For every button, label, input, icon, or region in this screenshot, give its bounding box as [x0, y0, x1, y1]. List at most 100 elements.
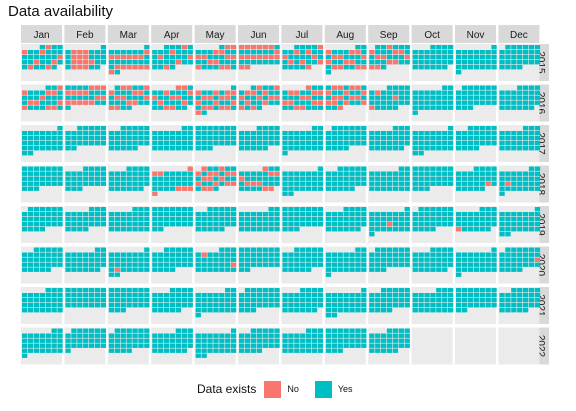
day-tile-2022-jan-7 — [45, 333, 51, 338]
day-tile-2016-feb-26 — [89, 100, 95, 105]
day-tile-2015-mar-23 — [108, 65, 115, 70]
day-tile-2021-sep-23 — [386, 303, 393, 308]
day-tile-2016-apr-4 — [152, 90, 158, 95]
day-tile-2019-mar-5 — [114, 212, 120, 217]
day-tile-2018-aug-13 — [325, 176, 332, 181]
day-tile-2015-jul-4 — [311, 45, 318, 50]
day-tile-2021-jul-7 — [294, 293, 300, 298]
day-tile-2021-mar-14 — [144, 293, 150, 298]
day-tile-2017-jul-25 — [288, 146, 294, 151]
day-tile-2016-jan-6 — [33, 90, 40, 95]
day-tile-2020-aug-1 — [355, 247, 361, 252]
day-tile-2020-oct-24 — [442, 262, 448, 267]
day-tile-2021-jun-23 — [250, 303, 257, 308]
day-tile-2021-may-21 — [219, 303, 225, 308]
day-tile-2022-sep-8 — [386, 333, 393, 338]
day-tile-2016-jun-8 — [250, 90, 257, 95]
day-tile-2015-oct-15 — [430, 55, 436, 60]
day-tile-2016-dec-12 — [499, 95, 505, 100]
day-tile-2022-feb-7 — [65, 333, 71, 338]
day-tile-2015-mar-1 — [144, 45, 150, 50]
day-tile-2021-jul-16 — [306, 298, 312, 303]
day-tile-2021-feb-15 — [65, 298, 71, 303]
day-tile-2016-nov-6 — [491, 85, 497, 90]
day-tile-2022-feb-4 — [89, 328, 95, 333]
day-tile-2018-mar-2 — [132, 166, 138, 171]
day-tile-2018-jan-10 — [33, 171, 40, 176]
day-tile-2021-mar-16 — [114, 298, 120, 303]
day-tile-2022-apr-13 — [164, 338, 170, 343]
day-tile-2021-sep-5 — [404, 288, 410, 293]
day-tile-2021-dec-21 — [505, 303, 511, 308]
day-tile-2021-may-30 — [231, 308, 237, 313]
day-tile-2017-sep-16 — [398, 136, 404, 141]
day-tile-2016-jan-26 — [27, 105, 34, 110]
day-tile-2015-aug-30 — [361, 65, 367, 70]
day-tile-2021-jul-22 — [300, 303, 306, 308]
day-tile-2021-sep-25 — [398, 303, 404, 308]
day-tile-2020-mar-6 — [132, 252, 138, 257]
day-tile-2019-jan-13 — [57, 212, 63, 217]
day-tile-2015-feb-23 — [65, 65, 71, 70]
day-tile-2015-feb-4 — [77, 50, 83, 55]
day-tile-2016-jan-17 — [57, 95, 63, 100]
day-tile-2016-jul-6 — [294, 90, 300, 95]
day-tile-2017-aug-7 — [325, 131, 332, 136]
day-tile-2016-apr-9 — [181, 90, 187, 95]
panel-2022-nov — [455, 327, 496, 365]
day-tile-2016-dec-16 — [523, 95, 529, 100]
day-tile-2020-feb-25 — [71, 267, 77, 272]
day-tile-2015-mar-15 — [144, 55, 150, 60]
day-tile-2022-feb-5 — [94, 328, 101, 333]
day-tile-2018-jun-29 — [262, 186, 268, 191]
day-tile-2017-nov-23 — [473, 141, 479, 146]
day-tile-2018-mar-19 — [108, 181, 115, 186]
day-tile-2016-jul-25 — [282, 105, 288, 110]
day-tile-2016-nov-16 — [467, 95, 474, 100]
day-tile-2022-may-31 — [201, 353, 207, 358]
day-tile-2022-jun-30 — [256, 348, 262, 353]
day-tile-2015-oct-19 — [412, 60, 418, 65]
day-tile-2018-mar-26 — [108, 186, 115, 191]
day-tile-2015-sep-25 — [392, 60, 399, 65]
day-tile-2017-apr-21 — [175, 141, 182, 146]
day-tile-2019-dec-12 — [517, 217, 523, 222]
day-tile-2021-apr-5 — [152, 293, 158, 298]
day-tile-2020-apr-9 — [169, 252, 176, 257]
day-tile-2020-jan-19 — [57, 257, 63, 262]
month-strip-apr — [151, 25, 193, 43]
day-tile-2021-apr-17 — [181, 298, 187, 303]
day-tile-2016-aug-25 — [343, 100, 349, 105]
day-tile-2018-apr-22 — [187, 181, 193, 186]
day-tile-2021-may-8 — [225, 293, 231, 298]
day-tile-2021-nov-9 — [461, 293, 468, 298]
day-tile-2019-jun-15 — [268, 217, 274, 222]
day-tile-2020-feb-7 — [89, 252, 95, 257]
day-tile-2018-aug-24 — [349, 181, 355, 186]
day-tile-2021-jan-9 — [51, 293, 57, 298]
day-tile-2019-apr-27 — [181, 222, 187, 227]
day-tile-2015-jun-9 — [244, 50, 251, 55]
day-tile-2021-may-6 — [213, 293, 219, 298]
day-tile-2016-may-15 — [231, 95, 237, 100]
day-tile-2019-apr-21 — [187, 217, 193, 222]
day-tile-2022-jul-8 — [306, 333, 312, 338]
day-tile-2022-jul-23 — [311, 343, 318, 348]
day-tile-2021-oct-30 — [442, 308, 448, 313]
day-tile-2020-nov-17 — [461, 262, 468, 267]
day-tile-2017-apr-8 — [181, 131, 187, 136]
day-tile-2020-mar-22 — [144, 262, 150, 267]
day-tile-2021-mar-7 — [144, 288, 150, 293]
day-tile-2020-jun-12 — [262, 252, 268, 257]
day-tile-2022-jul-3 — [317, 328, 324, 333]
day-tile-2017-may-20 — [225, 136, 231, 141]
day-tile-2016-feb-14 — [100, 90, 107, 95]
day-tile-2021-sep-15 — [381, 298, 387, 303]
day-tile-2017-oct-30 — [412, 151, 418, 156]
day-tile-2020-mar-13 — [132, 257, 138, 262]
day-tile-2017-oct-24 — [418, 146, 424, 151]
day-tile-2019-jul-21 — [317, 217, 324, 222]
day-tile-2022-sep-28 — [381, 348, 387, 353]
day-tile-2022-apr-10 — [187, 333, 193, 338]
day-tile-2019-jan-5 — [51, 207, 57, 212]
